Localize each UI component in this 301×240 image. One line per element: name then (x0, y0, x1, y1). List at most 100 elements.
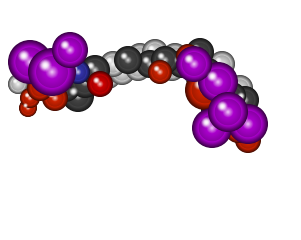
Circle shape (53, 74, 77, 98)
Circle shape (137, 67, 139, 69)
Circle shape (135, 52, 137, 53)
Circle shape (196, 74, 200, 78)
Circle shape (89, 64, 93, 68)
Circle shape (229, 103, 243, 117)
Circle shape (196, 81, 203, 88)
Circle shape (104, 72, 111, 79)
Circle shape (98, 66, 117, 85)
Circle shape (80, 55, 110, 84)
Circle shape (22, 90, 38, 106)
Circle shape (134, 64, 135, 65)
Circle shape (57, 78, 64, 84)
Circle shape (151, 48, 159, 56)
Circle shape (194, 46, 198, 50)
Circle shape (199, 63, 237, 101)
Circle shape (177, 45, 199, 67)
Circle shape (207, 102, 215, 110)
Circle shape (198, 50, 202, 54)
Circle shape (23, 103, 33, 113)
Circle shape (221, 105, 224, 108)
Circle shape (80, 55, 110, 85)
Circle shape (192, 62, 196, 66)
Circle shape (238, 93, 244, 99)
Circle shape (230, 104, 234, 108)
Circle shape (202, 66, 214, 78)
Circle shape (159, 71, 161, 73)
Circle shape (66, 84, 90, 108)
Circle shape (241, 117, 255, 131)
Circle shape (64, 85, 66, 87)
Circle shape (21, 89, 39, 107)
Circle shape (111, 62, 115, 66)
Circle shape (76, 70, 80, 74)
Circle shape (81, 56, 109, 84)
Circle shape (169, 66, 175, 71)
Circle shape (93, 77, 100, 84)
Circle shape (65, 45, 75, 55)
Circle shape (199, 115, 225, 141)
Circle shape (226, 90, 230, 94)
Circle shape (25, 93, 35, 103)
Circle shape (209, 104, 213, 108)
Circle shape (62, 80, 94, 112)
Circle shape (183, 53, 205, 75)
Circle shape (61, 42, 68, 48)
Circle shape (169, 50, 196, 78)
Circle shape (25, 105, 26, 106)
Circle shape (53, 33, 87, 67)
Circle shape (236, 128, 240, 132)
Circle shape (233, 125, 236, 128)
Circle shape (157, 52, 173, 68)
Circle shape (36, 56, 68, 88)
Circle shape (87, 72, 113, 96)
Circle shape (219, 83, 246, 109)
Circle shape (116, 48, 140, 72)
Circle shape (237, 129, 259, 151)
Circle shape (222, 86, 242, 106)
Circle shape (148, 45, 154, 51)
Circle shape (91, 66, 99, 74)
Circle shape (214, 78, 222, 86)
Circle shape (76, 73, 94, 91)
Circle shape (198, 62, 218, 82)
Circle shape (223, 87, 241, 105)
Circle shape (192, 108, 232, 148)
Circle shape (201, 86, 209, 94)
Circle shape (234, 82, 239, 87)
Circle shape (150, 62, 170, 82)
Circle shape (217, 95, 227, 105)
Circle shape (148, 45, 162, 59)
Circle shape (241, 117, 244, 120)
Circle shape (14, 80, 17, 83)
Circle shape (119, 69, 125, 75)
Circle shape (57, 78, 64, 85)
Circle shape (182, 50, 194, 62)
Circle shape (144, 58, 148, 62)
Circle shape (16, 48, 44, 76)
Circle shape (34, 82, 46, 94)
Circle shape (183, 53, 205, 75)
Circle shape (218, 60, 226, 68)
Circle shape (206, 102, 223, 118)
Circle shape (14, 80, 22, 88)
Circle shape (83, 58, 107, 82)
Circle shape (96, 80, 97, 81)
Circle shape (95, 63, 121, 89)
Circle shape (238, 131, 258, 150)
Circle shape (50, 70, 54, 74)
Circle shape (44, 87, 66, 109)
Circle shape (156, 51, 174, 69)
Circle shape (185, 53, 191, 59)
Circle shape (201, 65, 235, 99)
Circle shape (25, 105, 26, 106)
Circle shape (122, 54, 126, 58)
Circle shape (130, 46, 150, 66)
Circle shape (247, 139, 249, 141)
Circle shape (220, 98, 224, 102)
Circle shape (93, 77, 107, 91)
Circle shape (133, 63, 136, 66)
Circle shape (145, 42, 165, 62)
Circle shape (58, 79, 63, 84)
Circle shape (164, 45, 186, 67)
Circle shape (186, 64, 210, 88)
